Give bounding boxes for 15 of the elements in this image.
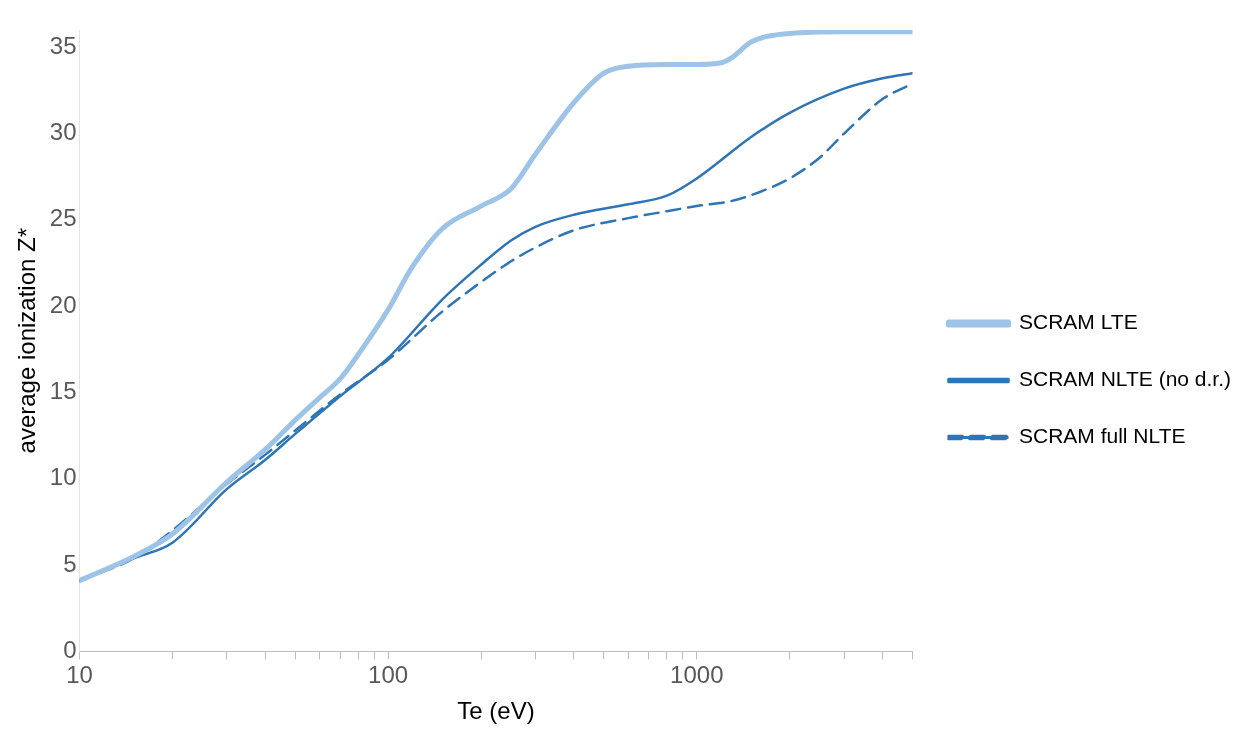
y-tick-label: 5 xyxy=(63,549,77,577)
x-tick-label: 1000 xyxy=(670,661,724,689)
x-axis-title: Te (eV) xyxy=(457,697,535,725)
legend-label: SCRAM NLTE (no d.r.) xyxy=(1019,367,1232,391)
x-tick-label: 100 xyxy=(368,661,409,689)
y-tick-label: 25 xyxy=(49,204,77,232)
y-tick-label: 0 xyxy=(63,636,77,664)
y-tick-label: 15 xyxy=(49,377,77,405)
y-tick-label: 20 xyxy=(49,290,77,318)
y-tick-label: 10 xyxy=(49,463,77,491)
y-tick-label: 35 xyxy=(49,31,77,59)
y-axis-title: average ionization Z* xyxy=(13,227,41,454)
legend-label: SCRAM full NLTE xyxy=(1019,424,1186,448)
legend-label: SCRAM LTE xyxy=(1019,310,1138,334)
y-tick-label: 30 xyxy=(49,118,77,146)
